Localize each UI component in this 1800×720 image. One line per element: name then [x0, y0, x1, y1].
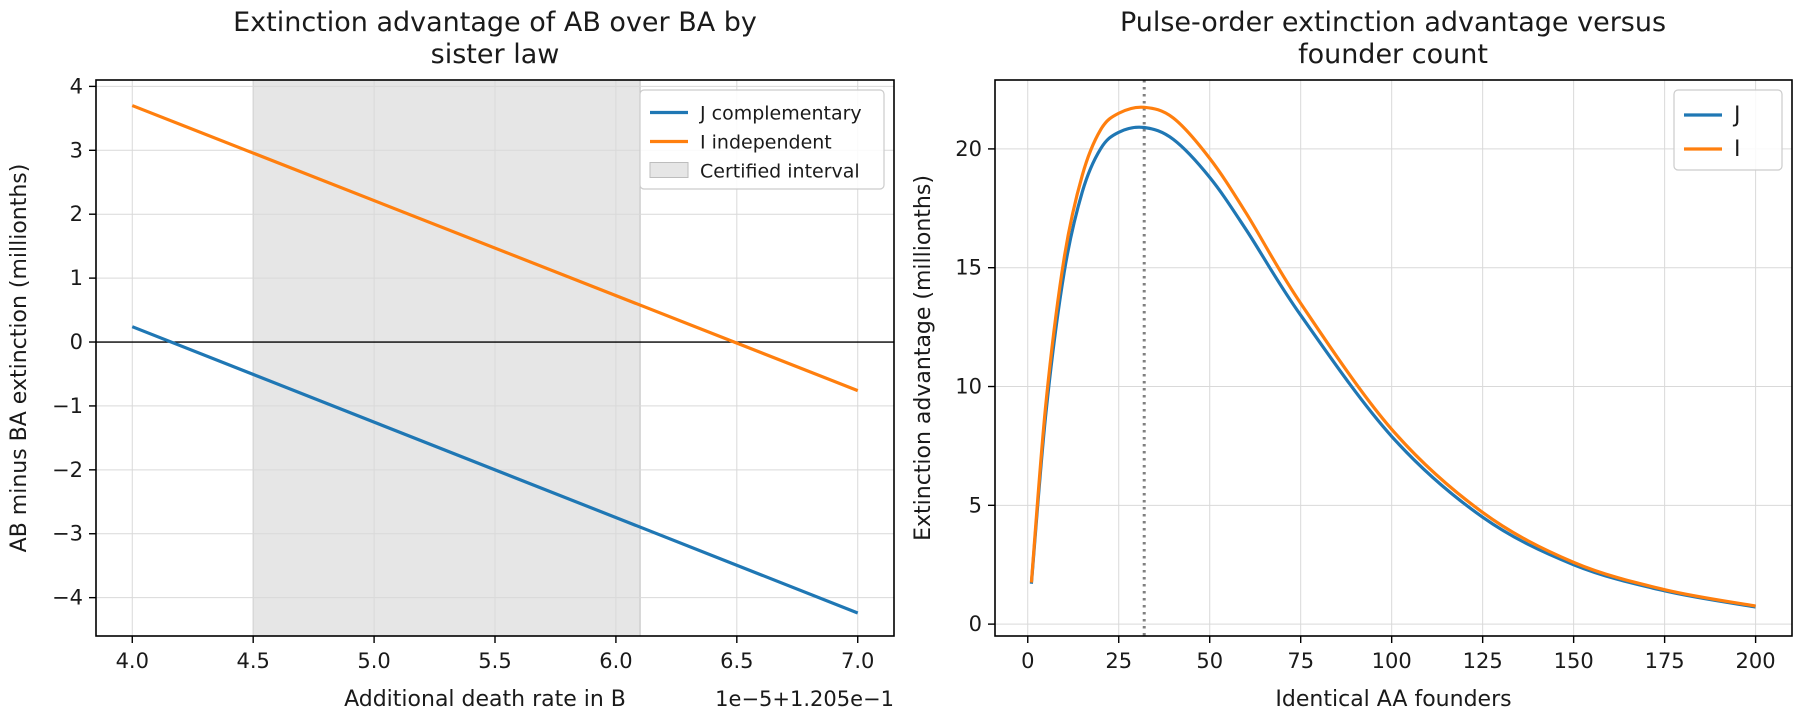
chart0-xtick-label-6: 7.0 — [841, 649, 874, 673]
chart0-ytick-label-2: −2 — [52, 458, 83, 482]
chart0-legend-label-1: I independent — [700, 132, 832, 154]
chart0-ytick-label-5: 1 — [70, 266, 83, 290]
chart1-axes-frame — [994, 79, 1793, 637]
chart1-xtick-label-0: 0 — [1021, 649, 1034, 673]
chart1-grid — [995, 80, 1792, 636]
chart0-ytick-label-8: 4 — [70, 74, 83, 98]
chart1-xtick-label-1: 25 — [1105, 649, 1132, 673]
chart1-xtick-label-5: 125 — [1463, 649, 1503, 673]
chart1-xlabel: Identical AA founders — [1275, 687, 1511, 712]
chart0-x-offset-label: 1e−5+1.205e−1 — [715, 687, 894, 711]
chart0-xtick-label-4: 6.0 — [599, 649, 632, 673]
chart1-title-line-0: Pulse-order extinction advantage versus — [1120, 7, 1666, 38]
chart-sister-law: Extinction advantage of AB over BA bysis… — [7, 7, 895, 712]
chart0-xtick-label-2: 5.0 — [357, 649, 390, 673]
chart1-xtick-label-7: 175 — [1645, 649, 1685, 673]
chart0-xtick-label-1: 4.5 — [236, 649, 269, 673]
chart0-legend-label-2: Certified interval — [700, 161, 860, 183]
chart1-ylabel: Extinction advantage (millionths) — [911, 175, 936, 541]
chart1-xtick-label-6: 150 — [1554, 649, 1594, 673]
chart0-series-1-line — [131, 104, 859, 393]
chart1-xtick-label-8: 200 — [1736, 649, 1776, 673]
chart1-legend-label-0: J — [1732, 103, 1741, 128]
chart1-ytick-label-1: 5 — [969, 493, 982, 517]
chart1-legend: JI — [1673, 89, 1783, 171]
chart1-legend-box — [1673, 89, 1783, 171]
chart0-ytick-label-0: −4 — [52, 586, 83, 610]
chart0-legend-label-0: J complementary — [699, 103, 862, 125]
chart1-xtick-label-3: 75 — [1287, 649, 1314, 673]
chart0-legend: J complementary I independent Certified in… — [639, 89, 885, 190]
chart0-ytick-label-7: 3 — [70, 138, 83, 162]
chart0-xtick-label-3: 5.5 — [478, 649, 511, 673]
chart1-ytick-label-4: 20 — [955, 137, 982, 161]
chart0-ytick-label-4: 0 — [70, 330, 83, 354]
chart0-xlabel: Additional death rate in B — [344, 687, 626, 712]
chart0-certified-interval-band — [252, 79, 641, 637]
chart1-ytick-label-3: 15 — [955, 256, 982, 280]
chart1-series-1-line — [1029, 105, 1756, 608]
chart0-title-line-1: sister law — [431, 39, 560, 70]
chart1-ytick-label-2: 10 — [955, 375, 982, 399]
chart0-title-line-0: Extinction advantage of AB over BA by — [233, 7, 757, 38]
chart1-title-line-1: founder count — [1298, 39, 1488, 70]
chart0-xtick-label-0: 4.0 — [116, 649, 149, 673]
chart1-xtick-label-4: 100 — [1372, 649, 1412, 673]
chart1-xtick-label-2: 50 — [1196, 649, 1223, 673]
chart0-legend-box — [639, 89, 885, 190]
chart0-ytick-label-6: 2 — [70, 202, 83, 226]
chart-founder-count: Pulse-order extinction advantage versusf… — [911, 7, 1793, 712]
chart0-ytick-label-3: −1 — [52, 394, 83, 418]
chart0-ytick-label-1: −3 — [52, 522, 83, 546]
chart0-xtick-label-5: 6.5 — [720, 649, 753, 673]
chart0-series-0-line — [131, 325, 859, 615]
chart1-legend-label-1: I — [1734, 137, 1741, 162]
chart1-ytick-label-0: 0 — [969, 612, 982, 636]
chart0-legend-swatch-2 — [649, 162, 689, 178]
chart0-ylabel: AB minus BA extinction (millionths) — [7, 164, 32, 553]
chart1-series-0-line — [1029, 125, 1756, 609]
